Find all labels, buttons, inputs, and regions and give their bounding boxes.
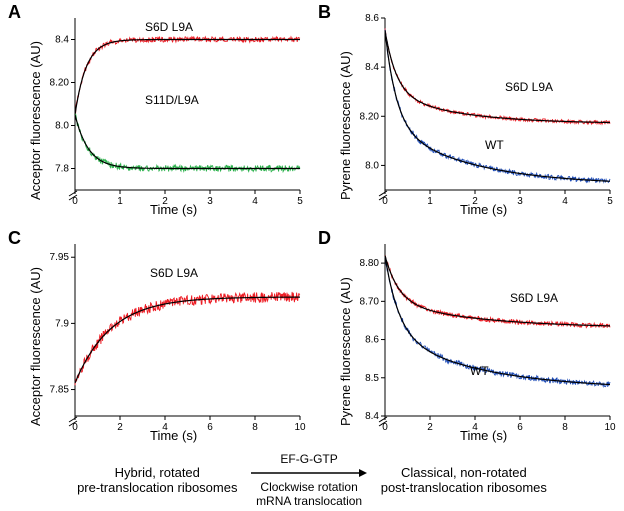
panel-c-xlabel: Time (s) xyxy=(150,428,197,443)
svg-text:8: 8 xyxy=(562,422,568,433)
arrow-top-label: EF-G-GTP xyxy=(249,452,369,466)
svg-text:8.4: 8.4 xyxy=(365,62,379,73)
arrow-bot-line2: mRNA translocation xyxy=(249,494,369,508)
panel-a-series-s6d: S6D L9A xyxy=(145,20,193,34)
caption-left-line2: pre-translocation ribosomes xyxy=(77,480,237,495)
svg-text:4: 4 xyxy=(252,196,258,207)
panel-label-c: C xyxy=(8,228,21,249)
svg-text:3: 3 xyxy=(517,196,523,207)
panel-a-xlabel: Time (s) xyxy=(150,202,197,217)
panel-b-chart: 0123458.08.208.48.6 xyxy=(340,10,620,220)
panel-label-d: D xyxy=(318,228,331,249)
svg-text:5: 5 xyxy=(297,196,303,207)
svg-text:8.4: 8.4 xyxy=(365,411,379,422)
svg-text:4: 4 xyxy=(562,196,568,207)
arrow-bot-line1: Clockwise rotation xyxy=(249,480,369,494)
svg-text:8.6: 8.6 xyxy=(365,13,379,24)
panel-label-a: A xyxy=(8,2,21,23)
panel-d-series-s6d: S6D L9A xyxy=(510,291,558,305)
svg-text:8.5: 8.5 xyxy=(365,373,379,384)
panel-label-b: B xyxy=(318,2,331,23)
panel-b-series-s6d: S6D L9A xyxy=(505,80,553,94)
figure-root: A B C D Acceptor fluorescence (AU) 01234… xyxy=(0,0,624,511)
svg-text:7.85: 7.85 xyxy=(50,385,70,396)
panel-c: Acceptor fluorescence (AU) 02468107.857.… xyxy=(30,236,310,446)
panel-b-series-wt: WT xyxy=(485,138,504,152)
svg-text:8.20: 8.20 xyxy=(50,78,70,89)
caption-left-line1: Hybrid, rotated xyxy=(77,465,237,480)
panel-a-series-s11d: S11D/L9A xyxy=(145,93,199,107)
svg-text:6: 6 xyxy=(207,422,213,433)
svg-text:2: 2 xyxy=(117,422,123,433)
svg-text:2: 2 xyxy=(427,422,433,433)
svg-text:7.8: 7.8 xyxy=(55,164,69,175)
caption-left: Hybrid, rotated pre-translocation riboso… xyxy=(77,465,237,495)
panel-b-xlabel: Time (s) xyxy=(460,202,507,217)
panel-c-series-s6d: S6D L9A xyxy=(150,266,198,280)
svg-text:1: 1 xyxy=(427,196,433,207)
svg-text:8: 8 xyxy=(252,422,258,433)
panel-b-ylabel: Pyrene fluorescence (AU) xyxy=(338,51,353,200)
caption-right: Classical, non-rotated post-translocatio… xyxy=(381,465,547,495)
svg-text:8.4: 8.4 xyxy=(55,35,69,46)
panel-a: Acceptor fluorescence (AU) 0123457.88.08… xyxy=(30,10,310,220)
svg-text:7.95: 7.95 xyxy=(50,252,70,263)
panel-a-chart: 0123457.88.08.208.4 xyxy=(30,10,310,220)
svg-text:8.70: 8.70 xyxy=(360,296,380,307)
svg-text:8.0: 8.0 xyxy=(55,121,69,132)
svg-text:8.6: 8.6 xyxy=(365,335,379,346)
svg-text:10: 10 xyxy=(604,422,616,433)
svg-text:3: 3 xyxy=(207,196,213,207)
caption-center: EF-G-GTP Clockwise rotation mRNA translo… xyxy=(249,452,369,508)
svg-text:6: 6 xyxy=(517,422,523,433)
svg-text:8.20: 8.20 xyxy=(360,111,380,122)
panel-a-ylabel: Acceptor fluorescence (AU) xyxy=(28,41,43,200)
panel-c-ylabel: Acceptor fluorescence (AU) xyxy=(28,267,43,426)
svg-text:10: 10 xyxy=(294,422,306,433)
caption-right-line2: post-translocation ribosomes xyxy=(381,480,547,495)
svg-text:7.9: 7.9 xyxy=(55,318,69,329)
panel-d: Pyrene fluorescence (AU) 02468108.48.58.… xyxy=(340,236,620,446)
panel-b: Pyrene fluorescence (AU) 0123458.08.208.… xyxy=(340,10,620,220)
panel-d-series-wt: WT xyxy=(470,364,489,378)
panel-d-ylabel: Pyrene fluorescence (AU) xyxy=(338,277,353,426)
caption-row: Hybrid, rotated pre-translocation riboso… xyxy=(0,452,624,508)
caption-arrow-icon xyxy=(249,466,369,480)
svg-text:8.0: 8.0 xyxy=(365,160,379,171)
svg-text:1: 1 xyxy=(117,196,123,207)
panel-d-xlabel: Time (s) xyxy=(460,428,507,443)
svg-text:5: 5 xyxy=(607,196,613,207)
svg-text:8.80: 8.80 xyxy=(360,258,380,269)
panel-d-chart: 02468108.48.58.68.708.80 xyxy=(340,236,620,446)
caption-right-line1: Classical, non-rotated xyxy=(381,465,547,480)
